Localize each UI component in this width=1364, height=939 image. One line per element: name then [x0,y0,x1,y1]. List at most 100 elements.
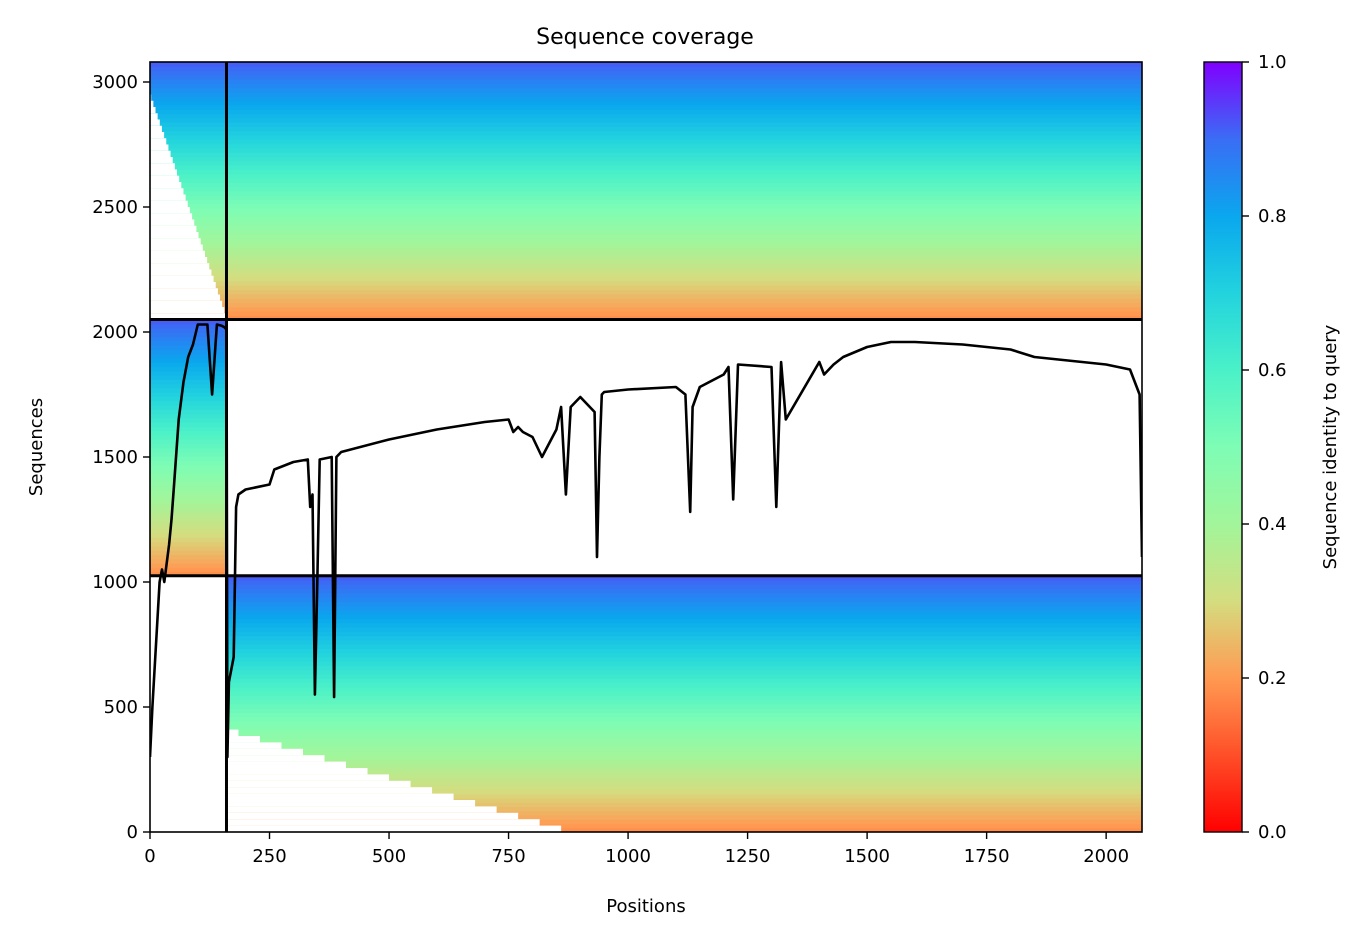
identity-band [150,486,227,491]
gap-region [150,138,167,145]
identity-band [150,716,1142,722]
identity-band [150,661,1142,667]
identity-band [150,323,227,329]
identity-band [150,306,1142,312]
gap-region [150,200,188,207]
identity-band [150,648,1142,654]
identity-band [150,70,1142,76]
gap-region [150,132,165,139]
colorbar-gradient [1203,61,1243,833]
identity-band [150,117,1142,123]
identity-band [150,242,1142,248]
identity-band [150,100,1142,106]
identity-band [150,520,227,526]
identity-band [150,708,1142,714]
identity-band [150,134,1142,140]
y-tick-label: 2000 [92,322,138,343]
identity-band [150,169,1142,175]
gap-region [150,144,169,151]
identity-band [150,66,1142,72]
identity-band [150,686,1142,692]
gap-region [150,100,154,107]
identity-band [150,130,1142,136]
identity-band [150,785,1142,790]
identity-band [150,712,1142,718]
colorbar-label: Sequence identity to query [1320,324,1341,569]
identity-band [150,614,1142,620]
identity-band [150,592,1142,598]
identity-band [150,545,227,551]
identity-band [150,571,227,577]
identity-band [150,104,1142,110]
identity-band [150,362,227,368]
identity-band [150,375,227,380]
x-tick-label: 1500 [844,846,890,867]
identity-band [150,233,1142,239]
gap-region [150,787,433,794]
identity-band [150,772,1142,778]
colorbar: 0.0 0.2 0.4 0.6 0.8 1.0 Sequence identity to … [1203,52,1341,843]
identity-band [150,575,1142,581]
identity-band [150,605,1142,611]
y-tick-label: 1000 [92,572,138,593]
identity-band [150,319,227,325]
gap-region [150,269,212,276]
identity-band [150,776,1142,782]
identity-band [150,439,227,444]
y-tick-label: 3000 [92,72,138,93]
gap-region [150,282,216,289]
identity-band [150,635,1142,641]
identity-band [150,203,1142,209]
identity-band [150,802,1142,807]
identity-band [150,126,1142,132]
identity-band [150,336,227,342]
identity-band [150,259,1142,265]
gap-region [150,194,186,201]
identity-band [150,383,227,389]
gap-region [150,800,476,807]
identity-band [150,456,227,462]
identity-band [150,622,1142,628]
gap-region [150,780,411,788]
x-tick-label: 1250 [725,846,771,867]
identity-band [150,656,1142,662]
identity-band [150,703,1142,709]
identity-band [150,810,1142,816]
identity-band [150,558,227,564]
identity-band [150,515,227,521]
gap-region [150,188,184,195]
identity-band [150,387,227,393]
gap-region [150,238,201,245]
colorbar-ticks: 0.0 0.2 0.4 0.6 0.8 1.0 [1242,52,1287,843]
gap-region [150,232,199,239]
identity-band [150,682,1142,688]
identity-band [150,819,1142,825]
y-axis: 0 500 1000 1500 2000 2500 3000 [92,72,150,843]
identity-band [150,580,1142,585]
x-axis: 0 250 500 750 1000 1250 1500 1750 2000 [144,832,1129,867]
gap-region [150,774,390,781]
x-tick-label: 0 [144,846,155,867]
coverage-block-1 [150,575,1142,832]
identity-band [150,699,1142,705]
coverage-block-3 [150,62,1142,321]
gap-region [150,575,227,832]
identity-band [150,468,227,474]
gap-region [150,157,173,164]
gap-region [150,294,221,301]
gap-region [150,150,171,157]
identity-band [150,237,1142,243]
identity-band [150,250,1142,256]
identity-band [150,498,227,504]
identity-band [150,263,1142,269]
plot-frame [149,61,1143,833]
identity-band [150,328,227,333]
identity-band [150,199,1142,205]
identity-band [150,451,227,457]
gap-region [150,213,193,220]
identity-band [150,584,1142,590]
identity-band [150,186,1142,192]
identity-band [150,413,227,419]
identity-band [150,738,1142,743]
identity-band [150,276,1142,282]
